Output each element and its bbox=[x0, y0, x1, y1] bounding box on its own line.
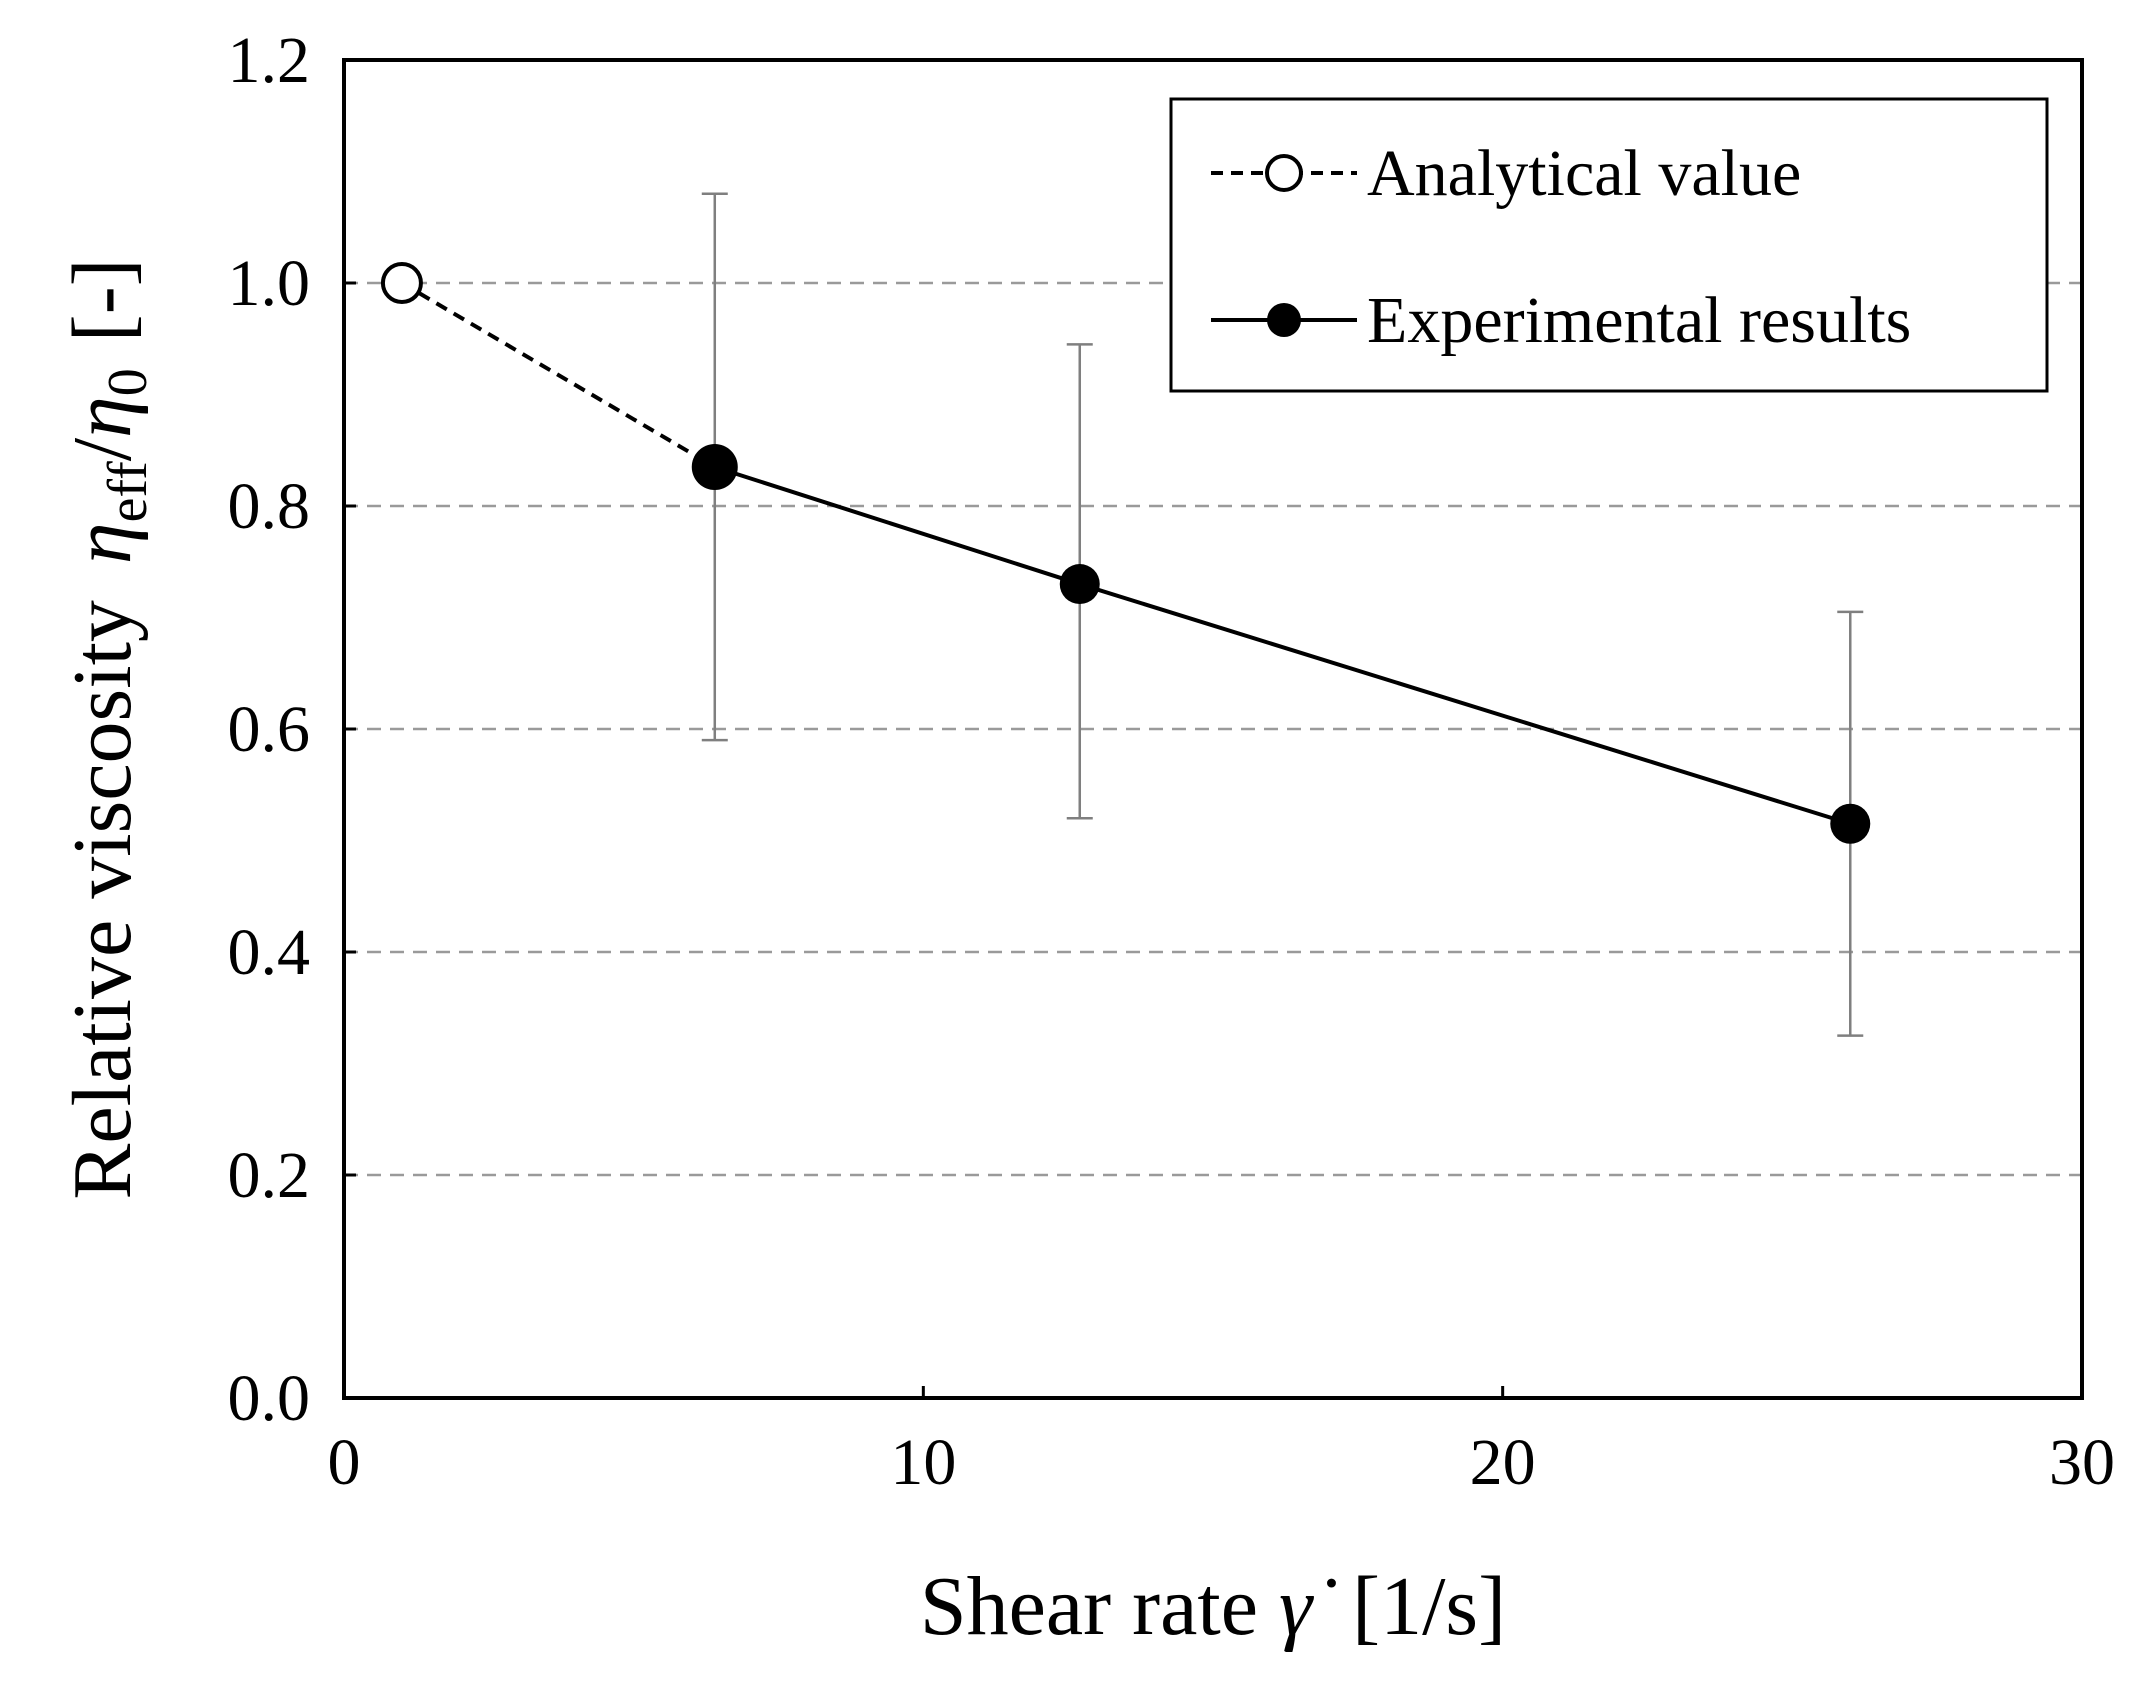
x-tick-label: 0 bbox=[328, 1426, 361, 1499]
experimental-point bbox=[691, 443, 738, 490]
y-axis-slash: / bbox=[56, 437, 149, 461]
y-tick-label: 0.6 bbox=[228, 693, 311, 766]
experimental-point bbox=[1830, 803, 1871, 844]
x-tick-label: 30 bbox=[2049, 1426, 2115, 1499]
y-axis-title: Relative viscosityηeff/η0[-] bbox=[56, 258, 159, 1199]
x-axis-title: Shear rate γ̇ [1/s] bbox=[920, 1560, 1506, 1653]
legend-marker-experimental bbox=[1267, 303, 1301, 337]
y-axis-eta-0: η bbox=[56, 396, 149, 438]
legend-marker-analytical bbox=[1265, 154, 1303, 192]
series-analytical-line bbox=[400, 281, 716, 469]
analytical-point bbox=[380, 262, 423, 304]
y-axis-unit: [-] bbox=[56, 258, 149, 342]
y-tick-label: 0.4 bbox=[228, 916, 311, 989]
x-axis-title-text: Shear rate bbox=[920, 1560, 1279, 1653]
legend: Analytical value Experimental results bbox=[1169, 97, 2049, 393]
y-axis-subscript-0: 0 bbox=[97, 368, 159, 396]
y-axis-subscript-eff: eff bbox=[97, 461, 159, 522]
y-tick-label: 0.2 bbox=[228, 1139, 311, 1212]
y-axis-eta-eff: η bbox=[56, 522, 149, 564]
ticks-layer: 0.0 0.2 0.4 0.6 0.8 1.0 1.2 0 10 20 30 bbox=[228, 24, 2116, 1499]
y-axis-title-text: Relative viscosity bbox=[56, 600, 149, 1200]
x-axis-unit: [1/s] bbox=[1352, 1560, 1506, 1653]
y-tick-label: 0.8 bbox=[228, 470, 311, 543]
series-layer bbox=[380, 192, 1871, 1037]
legend-box bbox=[1169, 97, 2049, 393]
series-experimental-line bbox=[714, 465, 1851, 826]
y-tick-label: 1.2 bbox=[228, 24, 311, 97]
y-tick-label: 0.0 bbox=[228, 1362, 311, 1435]
x-tick-label: 10 bbox=[890, 1426, 956, 1499]
grid-layer bbox=[344, 281, 2082, 1177]
legend-label-analytical: Analytical value bbox=[1367, 137, 1801, 210]
y-tick-label: 1.0 bbox=[228, 247, 311, 320]
x-tick-label: 20 bbox=[1470, 1426, 1536, 1499]
experimental-point bbox=[1059, 564, 1100, 605]
legend-label-experimental: Experimental results bbox=[1367, 284, 1911, 357]
x-axis-symbol: γ̇ bbox=[1279, 1560, 1336, 1653]
